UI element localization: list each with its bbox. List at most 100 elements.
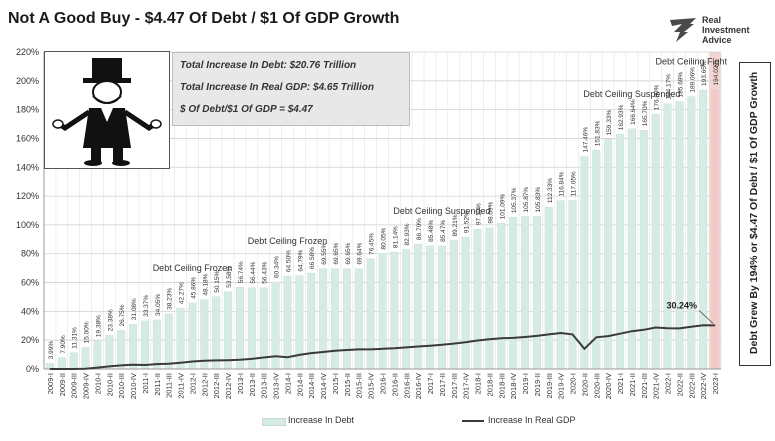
x-tick-label: 2013-I bbox=[236, 373, 245, 394]
logo-text-line2: Investment bbox=[702, 25, 750, 35]
monopoly-man-image bbox=[44, 51, 170, 169]
x-tick-label: 2010-IV bbox=[129, 373, 138, 399]
bar-value-label: 193.65% bbox=[701, 60, 708, 86]
debt-bar bbox=[140, 320, 149, 370]
x-tick-label: 2012-II bbox=[200, 373, 209, 396]
debt-bar bbox=[235, 287, 244, 370]
x-tick-label: 2014-I bbox=[283, 373, 292, 394]
bar-value-label: 64.50% bbox=[285, 250, 292, 272]
bar-value-label: 11.31% bbox=[72, 327, 79, 349]
bar-value-label: 66.58% bbox=[309, 247, 316, 269]
bar-value-label: 147.46% bbox=[582, 127, 589, 153]
x-tick-label: 2019-II bbox=[533, 373, 542, 396]
y-tick-label: 180% bbox=[16, 105, 39, 115]
bar-value-label: 69.55% bbox=[321, 243, 328, 265]
x-tick-label: 2012-IV bbox=[224, 373, 233, 399]
bar-value-label: 3.99% bbox=[48, 341, 55, 360]
bar-value-label: 159.33% bbox=[606, 110, 613, 136]
y-tick-label: 160% bbox=[16, 133, 39, 143]
y-tick-label: 60% bbox=[21, 278, 39, 288]
x-tick-label: 2019-I bbox=[521, 373, 530, 394]
bar-value-label: 15.00% bbox=[84, 321, 91, 343]
debt-bar bbox=[330, 268, 339, 370]
bar-value-label: 105.83% bbox=[535, 187, 542, 213]
debt-bar bbox=[449, 240, 458, 370]
x-tick-label: 2018-III bbox=[497, 373, 506, 398]
y-tick-label: 80% bbox=[21, 249, 39, 259]
x-tick-label: 2021-III bbox=[640, 373, 649, 398]
debt-bar bbox=[497, 223, 506, 370]
debt-bar bbox=[509, 216, 518, 370]
debt-bar bbox=[188, 302, 197, 370]
x-tick-label: 2021-IV bbox=[652, 373, 661, 399]
bar-value-label: 45.86% bbox=[190, 277, 197, 299]
bar-value-label: 48.18% bbox=[202, 273, 209, 295]
chart-title: Not A Good Buy - $4.47 Of Debt / $1 Of G… bbox=[8, 10, 400, 27]
x-tick-label: 2009-I bbox=[46, 373, 55, 394]
x-tick-label: 2016-III bbox=[402, 373, 411, 398]
debt-bar bbox=[711, 89, 720, 370]
x-tick-label: 2018-II bbox=[485, 373, 494, 396]
legend-swatch-debt bbox=[262, 418, 286, 426]
x-tick-label: 2015-IV bbox=[367, 373, 376, 399]
bar-value-label: 116.84% bbox=[559, 171, 566, 196]
debt-bar bbox=[521, 216, 530, 370]
bar-value-label: 98.09% bbox=[487, 201, 494, 223]
y-tick-label: 20% bbox=[21, 335, 39, 345]
x-tick-label: 2016-II bbox=[390, 373, 399, 396]
bar-value-label: 97.10% bbox=[476, 203, 483, 225]
bar-value-label: 34.05% bbox=[155, 294, 162, 316]
debt-bar bbox=[485, 227, 494, 370]
summary-total-gdp: Total Increase In Real GDP: $4.65 Trilli… bbox=[180, 82, 374, 93]
bar-value-label: 26.75% bbox=[119, 304, 126, 326]
debt-bar bbox=[437, 245, 446, 370]
x-tick-label: 2017-II bbox=[438, 373, 447, 396]
bar-value-label: 80.05% bbox=[381, 227, 388, 249]
bar-value-label: 91.52% bbox=[464, 211, 471, 233]
x-tick-label: 2012-I bbox=[188, 373, 197, 394]
bar-value-label: 31.08% bbox=[131, 298, 138, 320]
x-tick-label: 2022-IV bbox=[699, 373, 708, 399]
bar-value-label: 85.48% bbox=[428, 220, 435, 242]
x-tick-label: 2009-II bbox=[58, 373, 67, 396]
bar-value-label: 50.15% bbox=[214, 270, 221, 292]
bar-value-label: 105.87% bbox=[523, 187, 530, 213]
debt-bar bbox=[200, 299, 209, 370]
x-tick-label: 2015-III bbox=[355, 373, 364, 398]
debt-bar bbox=[342, 268, 351, 370]
bar-value-label: 56.74% bbox=[238, 261, 245, 283]
debt-bar bbox=[556, 200, 565, 370]
bar-value-label: 69.65% bbox=[345, 242, 352, 264]
debt-bar bbox=[57, 357, 66, 370]
x-tick-label: 2014-III bbox=[307, 373, 316, 398]
x-tick-label: 2011-II bbox=[153, 373, 162, 396]
debt-bar bbox=[568, 200, 577, 370]
x-tick-label: 2020-III bbox=[592, 373, 601, 398]
bar-value-label: 112.33% bbox=[547, 178, 554, 203]
summary-box: Total Increase In Debt: $20.76 Trillion … bbox=[172, 52, 410, 126]
x-tick-label: 2013-II bbox=[248, 373, 257, 396]
debt-bar bbox=[461, 236, 470, 370]
bar-value-label: 89.21% bbox=[452, 214, 459, 236]
bar-value-label: 85.47% bbox=[440, 220, 447, 242]
logo-text-line3: Advice bbox=[702, 35, 732, 45]
debt-bar bbox=[247, 287, 256, 370]
legend-label-gdp: Increase In Real GDP bbox=[488, 415, 576, 425]
bar-value-label: 42.27% bbox=[179, 282, 186, 304]
eagle-logo-icon bbox=[670, 18, 696, 42]
bar-value-label: 56.44% bbox=[250, 261, 257, 283]
debt-vs-gdp-chart: 0% 20% 40% 60% 80% 100% 120% 140% 160% 180% 200% 22… bbox=[16, 47, 728, 399]
x-tick-label: 2023-I bbox=[711, 373, 720, 394]
x-tick-label: 2013-IV bbox=[272, 373, 281, 399]
x-tick-label: 2018-IV bbox=[509, 373, 518, 399]
gdp-line bbox=[49, 324, 716, 370]
x-tick-label: 2015-II bbox=[343, 373, 352, 396]
bar-value-label: 185.69% bbox=[677, 72, 684, 98]
bar-value-label: 60.34% bbox=[274, 256, 281, 278]
bar-value-label: 176.80% bbox=[654, 84, 661, 110]
bar-value-label: 105.37% bbox=[511, 187, 518, 213]
debt-bar bbox=[473, 228, 482, 370]
bar-value-label: 33.37% bbox=[143, 295, 150, 317]
debt-bar bbox=[426, 245, 435, 370]
x-tick-label: 2009-IV bbox=[82, 373, 91, 399]
